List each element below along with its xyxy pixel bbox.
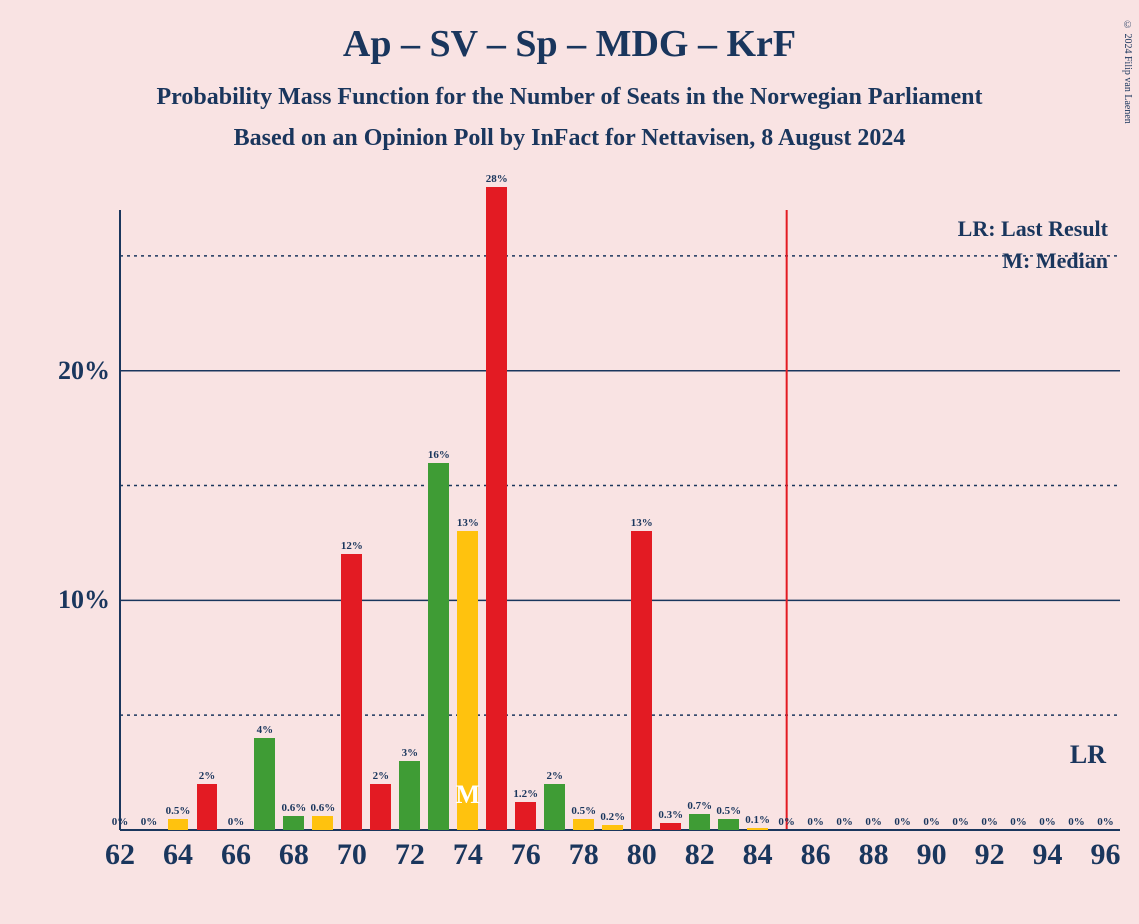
- bar-value-label: 0%: [141, 816, 158, 828]
- bar: [254, 738, 275, 830]
- x-tick-label: 66: [221, 838, 251, 872]
- bar-value-label: 0.1%: [745, 814, 770, 826]
- chart-plot-area: 0%0%0.5%2%0%4%0.6%0.6%12%2%3%16%13%28%1.…: [120, 210, 1120, 830]
- bar-value-label: 3%: [402, 747, 419, 759]
- bar: [168, 819, 189, 830]
- bar-value-label: 0%: [836, 816, 853, 828]
- chart-subtitle-1: Probability Mass Function for the Number…: [0, 84, 1139, 111]
- bar-value-label: 0.2%: [600, 811, 625, 823]
- x-tick-label: 70: [337, 838, 367, 872]
- bar-value-label: 0.6%: [282, 802, 307, 814]
- x-tick-label: 92: [975, 838, 1005, 872]
- bar: [544, 784, 565, 830]
- bar-value-label: 2%: [547, 770, 564, 782]
- bar-value-label: 2%: [373, 770, 390, 782]
- median-marker: M: [456, 780, 481, 810]
- x-tick-label: 78: [569, 838, 599, 872]
- legend-lr: LR: Last Result: [958, 216, 1108, 242]
- x-tick-label: 62: [105, 838, 135, 872]
- bar: [486, 187, 507, 830]
- copyright-text: © 2024 Filip van Laenen: [1122, 20, 1133, 124]
- bar: [631, 531, 652, 830]
- x-tick-label: 80: [627, 838, 657, 872]
- x-tick-label: 84: [743, 838, 773, 872]
- bar: [515, 802, 536, 830]
- bar-value-label: 0%: [112, 816, 129, 828]
- bar-value-label: 0.3%: [658, 809, 683, 821]
- x-tick-label: 90: [917, 838, 947, 872]
- bar-value-label: 1.2%: [513, 788, 538, 800]
- bar-value-label: 0%: [778, 816, 795, 828]
- x-tick-label: 64: [163, 838, 193, 872]
- bar: [341, 554, 362, 830]
- bar-value-label: 0.5%: [571, 805, 596, 817]
- bar-value-label: 0%: [981, 816, 998, 828]
- bar-value-label: 13%: [631, 517, 653, 529]
- bar-value-label: 16%: [428, 449, 450, 461]
- x-tick-label: 68: [279, 838, 309, 872]
- x-tick-label: 94: [1033, 838, 1063, 872]
- bar: [370, 784, 391, 830]
- x-tick-label: 88: [859, 838, 889, 872]
- x-tick-label: 86: [801, 838, 831, 872]
- bar-value-label: 0%: [865, 816, 882, 828]
- chart-title: Ap – SV – Sp – MDG – KrF: [0, 0, 1139, 66]
- bar-value-label: 0.7%: [687, 800, 712, 812]
- x-tick-label: 82: [685, 838, 715, 872]
- bar-value-label: 13%: [457, 517, 479, 529]
- lr-annotation: LR: [1070, 740, 1106, 770]
- bar: [312, 816, 333, 830]
- bar-value-label: 28%: [486, 173, 508, 185]
- bar: [399, 761, 420, 830]
- bar-value-label: 0%: [923, 816, 940, 828]
- chart-subtitle-2: Based on an Opinion Poll by InFact for N…: [0, 125, 1139, 152]
- bar: [283, 816, 304, 830]
- bar-value-label: 0%: [1039, 816, 1056, 828]
- x-tick-label: 96: [1091, 838, 1121, 872]
- bar-value-label: 0%: [1097, 816, 1114, 828]
- bar-value-label: 0%: [894, 816, 911, 828]
- x-tick-label: 72: [395, 838, 425, 872]
- bar-value-label: 0%: [228, 816, 245, 828]
- bar: [660, 823, 681, 830]
- bar-value-label: 0.5%: [166, 805, 191, 817]
- y-tick-label: 20%: [58, 356, 110, 386]
- bar: [428, 463, 449, 830]
- legend-m: M: Median: [958, 248, 1108, 274]
- bar-value-label: 4%: [257, 724, 274, 736]
- bar: [573, 819, 594, 830]
- y-tick-label: 10%: [58, 585, 110, 615]
- bar-value-label: 2%: [199, 770, 216, 782]
- chart-legend: LR: Last Result M: Median: [958, 216, 1108, 274]
- bar: [689, 814, 710, 830]
- bar-value-label: 0%: [1010, 816, 1027, 828]
- bar: [718, 819, 739, 830]
- bar-value-label: 0.6%: [311, 802, 336, 814]
- bar-value-label: 12%: [341, 540, 363, 552]
- bar-value-label: 0%: [1068, 816, 1085, 828]
- bar-value-label: 0%: [807, 816, 824, 828]
- bar-value-label: 0.5%: [716, 805, 741, 817]
- x-tick-label: 76: [511, 838, 541, 872]
- chart-grid: [120, 210, 1120, 830]
- bar: [602, 825, 623, 830]
- bar: [747, 828, 768, 830]
- x-tick-label: 74: [453, 838, 483, 872]
- bar-value-label: 0%: [952, 816, 969, 828]
- bar: [197, 784, 218, 830]
